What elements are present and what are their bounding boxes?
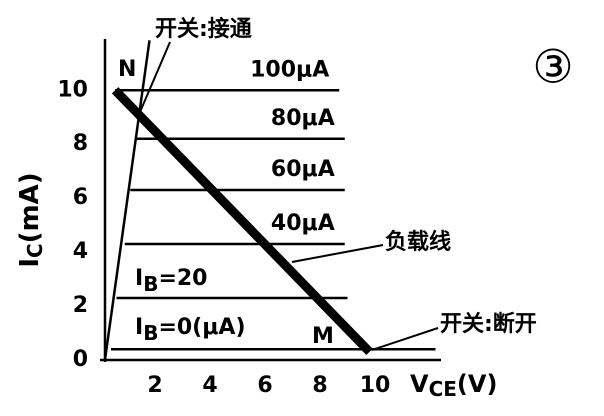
x-tick-label: 2 (147, 373, 162, 398)
x-axis-label: VCE(V) (410, 370, 497, 401)
y-tick-label: 6 (73, 185, 88, 210)
annotation: 开关:接通 (155, 17, 252, 42)
series-label: 80μA (271, 106, 335, 131)
y-tick-label: 0 (73, 347, 88, 372)
leader-line (291, 244, 384, 263)
annotation: IB=20 (135, 266, 208, 296)
annotation: IB=0(μA) (135, 315, 246, 345)
y-tick-label: 4 (73, 239, 88, 264)
x-tick-label: 8 (312, 373, 327, 398)
characteristic-line (103, 40, 151, 361)
series-label: 100μA (250, 57, 329, 82)
leader-line (139, 41, 171, 113)
x-tick-label: 10 (360, 373, 391, 398)
leader-line (371, 327, 439, 351)
point-label: M (312, 324, 334, 349)
figure-number: ③ (532, 40, 573, 94)
y-tick-label: 8 (73, 131, 88, 156)
y-tick-label: 2 (73, 293, 88, 318)
annotation: 开关:断开 (440, 311, 537, 337)
x-tick-label: 4 (202, 373, 217, 398)
load-line (111, 87, 373, 356)
point-label: N (118, 57, 136, 82)
y-axis-label: IC(mA) (15, 172, 47, 267)
y-tick-label: 10 (57, 77, 88, 102)
series-label: 负载线 (385, 229, 451, 255)
series-label: 60μA (271, 157, 335, 182)
x-tick-label: 6 (257, 373, 272, 398)
series-label: 40μA (271, 211, 335, 236)
